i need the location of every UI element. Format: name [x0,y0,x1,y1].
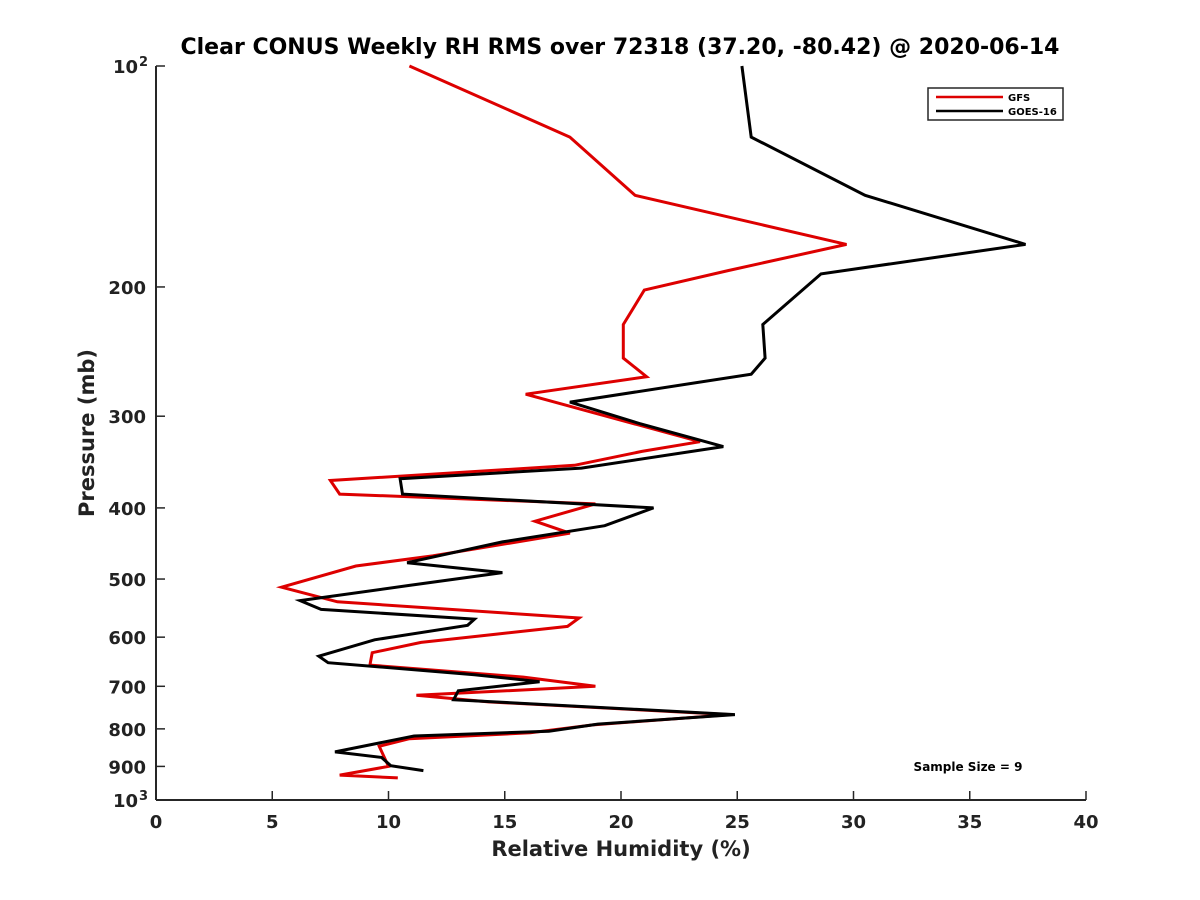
y-tick-label: 700 [108,677,146,698]
x-tick-label: 25 [725,812,750,833]
y-tick-label: 500 [108,570,146,591]
x-axis-ticks: 0 5 10 15 20 25 30 35 40 [150,791,1099,833]
y-tick-label: 800 [108,720,146,741]
y-tick-label: 10 [113,57,138,78]
series-line-gfs [275,64,847,780]
y-tick-label: 200 [108,278,146,299]
legend-box [927,87,1064,121]
x-tick-label: 20 [608,812,633,833]
y-tick-exponent: 2 [139,55,148,70]
x-tick-label: 10 [376,812,401,833]
y-tick-label: 600 [108,628,146,649]
y-tick-label: 400 [108,499,146,520]
y-tick-label: 10 [113,791,138,812]
x-tick-label: 15 [492,812,517,833]
x-tick-label: 5 [266,812,279,833]
y-tick-label: 900 [108,757,146,778]
x-tick-label: 0 [150,812,163,833]
series-line-goes-16 [294,65,1026,773]
legend-label-gfs: GFS [1008,93,1030,104]
chart-title: Clear CONUS Weekly RH RMS over 72318 (37… [181,35,1060,60]
series-layer [275,64,1026,780]
sample-size-annotation: Sample Size = 9 [914,760,1023,774]
x-tick-label: 40 [1073,812,1098,833]
legend: GFS GOES-16 [927,87,1064,121]
y-tick-exponent: 3 [139,789,148,804]
legend-label-goes16: GOES-16 [1008,107,1057,118]
plot-area [155,66,1086,801]
x-axis-label: Relative Humidity (%) [491,837,750,861]
y-axis-label: Pressure (mb) [75,349,99,517]
x-tick-label: 30 [841,812,866,833]
x-tick-label: 35 [957,812,982,833]
y-tick-label: 300 [108,407,146,428]
